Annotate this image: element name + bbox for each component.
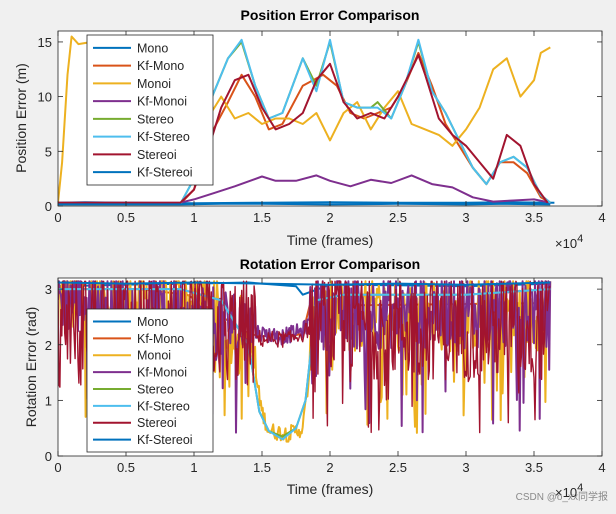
legend-entry: Kf-Mono — [137, 332, 184, 346]
x-tick-label: 0 — [54, 460, 61, 475]
x-tick-group: 0 0.5 1 1.5 2 2.5 3 3.5 4 — [54, 278, 606, 475]
chart-title: Position Error Comparison — [241, 7, 420, 23]
legend: Mono Kf-Mono Monoi Kf-Monoi Stereo Kf-Stereo S… — [86, 34, 214, 186]
legend-entry: Stereo — [137, 382, 174, 396]
x-axis-label: Time (frames) — [287, 232, 374, 248]
x-tick-label: 3.5 — [525, 210, 543, 225]
y-tick-label: 3 — [45, 282, 52, 297]
legend-entry: Kf-Stereo — [137, 399, 190, 413]
x-tick-label: 2 — [326, 210, 333, 225]
y-axis-label: Position Error (m) — [13, 63, 29, 173]
legend-entry: Kf-Stereoi — [137, 433, 193, 447]
watermark: CSDN @o_xx同学报 — [515, 492, 608, 503]
x-tick-label: 2.5 — [389, 210, 407, 225]
x-tick-label: 0.5 — [117, 210, 135, 225]
x-axis-exponent-power: 4 — [577, 482, 583, 494]
y-tick-group: 0 1 2 3 — [45, 282, 602, 464]
legend-entry: Kf-Monoi — [137, 95, 187, 109]
x-tick-label: 1 — [190, 210, 197, 225]
y-tick-label: 5 — [45, 144, 52, 159]
chart-position-error: 0 0.5 1 1.5 2 2.5 3 3.5 4 0 5 10 15 Position Error Co… — [13, 7, 606, 251]
legend-entry: Stereoi — [137, 416, 177, 430]
y-tick-label: 0 — [45, 199, 52, 214]
series-group — [58, 280, 552, 443]
x-tick-group: 0 0.5 1 1.5 2 2.5 3 3.5 4 — [54, 31, 606, 225]
x-tick-label: 4 — [598, 210, 605, 225]
y-axis-label: Rotation Error (rad) — [23, 307, 39, 428]
series-line-kf-monoi — [58, 174, 551, 204]
y-tick-label: 15 — [38, 35, 52, 50]
legend-box — [86, 308, 214, 453]
x-tick-label: 1.5 — [253, 460, 271, 475]
legend-entry: Stereoi — [137, 148, 177, 162]
x-axis-exponent: ×104 — [555, 482, 583, 500]
x-tick-label: 3.5 — [525, 460, 543, 475]
legend-entry: Kf-Stereoi — [137, 166, 193, 180]
y-tick-label: 1 — [45, 393, 52, 408]
x-tick-label: 3 — [462, 210, 469, 225]
y-tick-group: 0 5 10 15 — [38, 35, 602, 214]
legend-entry: Monoi — [137, 349, 171, 363]
legend-entry: Mono — [137, 41, 168, 55]
legend-box — [86, 34, 214, 186]
legend-entry: Mono — [137, 315, 168, 329]
x-tick-label: 2 — [326, 460, 333, 475]
legend: Mono Kf-Mono Monoi Kf-Monoi Stereo Kf-Stereo S… — [86, 308, 214, 453]
legend-entry: Stereo — [137, 112, 174, 126]
legend-entry: Kf-Monoi — [137, 366, 187, 380]
x-tick-label: 3 — [462, 460, 469, 475]
x-axis-exponent: ×104 — [555, 233, 583, 251]
chart-rotation-error: 0 0.5 1 1.5 2 2.5 3 3.5 4 0 1 2 3 Rotation Error Comp… — [23, 256, 606, 500]
x-tick-label: 4 — [598, 460, 605, 475]
x-tick-label: 2.5 — [389, 460, 407, 475]
series-line-kf-stereoi — [58, 281, 551, 286]
x-tick-label: 0.5 — [117, 460, 135, 475]
x-tick-label: 0 — [54, 210, 61, 225]
legend-entry: Kf-Mono — [137, 59, 184, 73]
y-tick-label: 0 — [45, 449, 52, 464]
y-tick-label: 2 — [45, 338, 52, 353]
y-tick-label: 10 — [38, 90, 52, 105]
chart-title: Rotation Error Comparison — [240, 256, 420, 272]
legend-entry: Kf-Stereo — [137, 130, 190, 144]
x-tick-label: 1.5 — [253, 210, 271, 225]
x-axis-label: Time (frames) — [287, 481, 374, 497]
x-tick-label: 1 — [190, 460, 197, 475]
legend-entry: Monoi — [137, 77, 171, 91]
x-axis-exponent-power: 4 — [577, 233, 583, 245]
series-line-kf-stereoi — [58, 202, 551, 206]
